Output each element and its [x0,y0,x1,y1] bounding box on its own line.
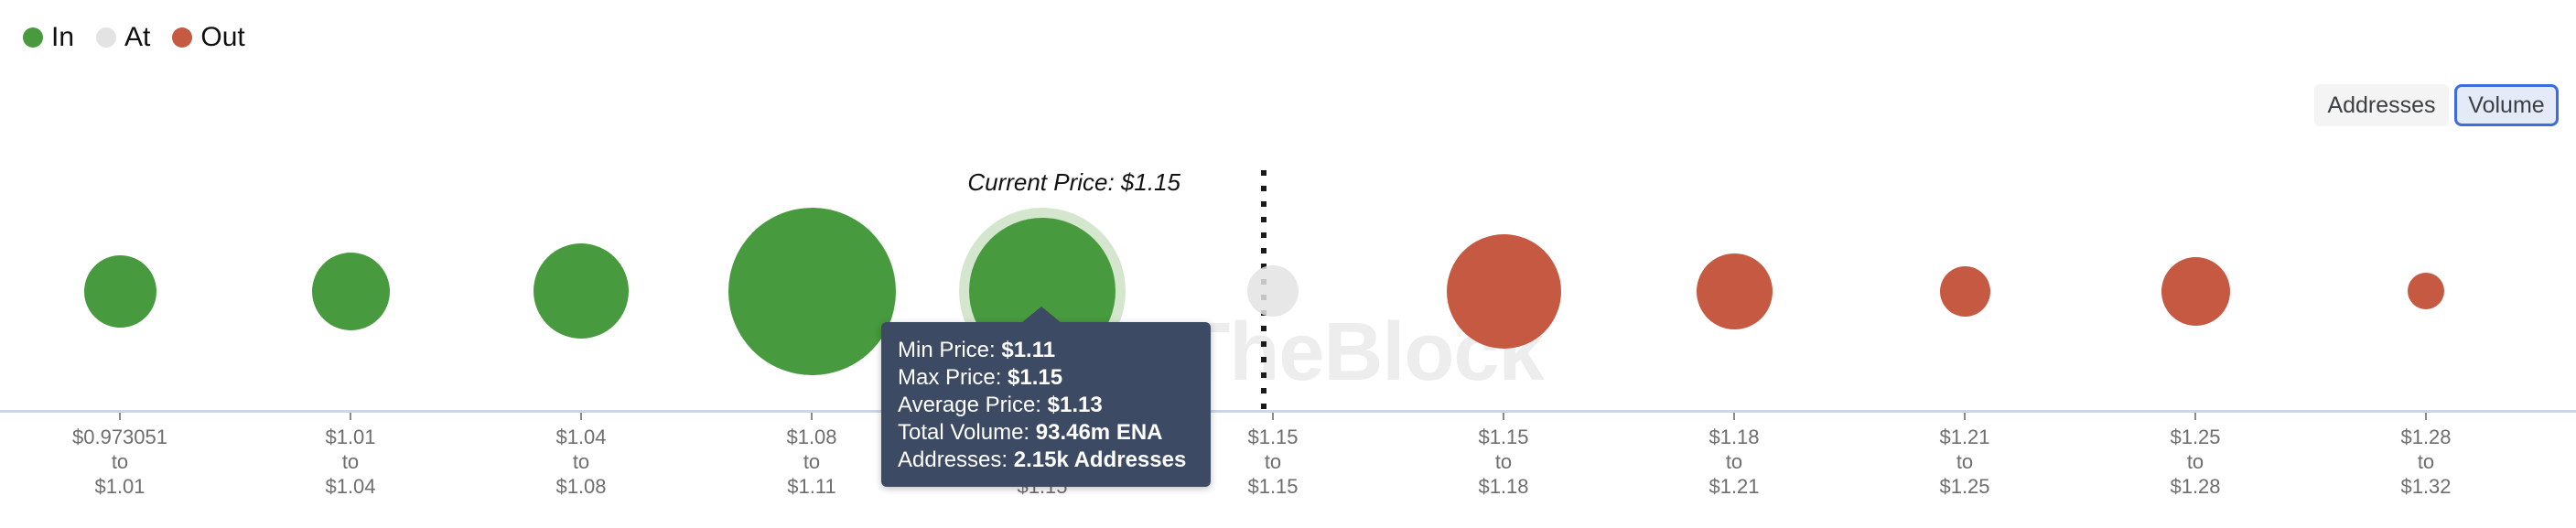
legend-item-at: At [96,22,150,53]
bubble-out[interactable] [1696,253,1773,329]
legend-in-label: In [51,22,75,52]
x-axis-label: $1.04 to $1.08 [555,426,607,498]
legend-out-dot-icon [172,27,193,48]
bubble-out[interactable] [2161,256,2230,326]
tooltip-max-price: Max Price: $1.15 [898,365,1063,390]
x-axis-label: $1.21 to $1.25 [1939,426,1990,498]
x-axis-label: $1.25 to $1.28 [2170,426,2221,498]
tooltip: Min Price: $1.11 Max Price: $1.15 Averag… [881,307,1211,487]
x-axis-line [0,410,2576,413]
bubble-at[interactable] [1247,265,1299,317]
x-axis-label: $1.15 to $1.18 [1478,426,1529,498]
x-axis-tick [350,413,351,420]
addresses-toggle-button[interactable]: Addresses [2314,84,2449,126]
tooltip-caret-icon [1021,307,1062,323]
x-axis-tick [811,413,813,420]
legend-item-in: In [23,22,74,53]
bubble-in[interactable] [728,207,896,375]
x-axis-tick [1733,413,1735,420]
x-axis-tick [119,413,121,420]
x-axis-label: $0.973051 to $1.01 [72,426,167,498]
x-axis-label: $1.01 to $1.04 [325,426,376,498]
bubble-in[interactable] [534,243,629,339]
x-axis-label: $1.15 to $1.15 [1247,426,1299,498]
x-axis-label: $1.28 to $1.32 [2400,426,2452,498]
tooltip-average-price: Average Price: $1.13 [898,393,1103,417]
legend-item-out: Out [172,22,245,53]
x-axis-tick [2194,413,2196,420]
x-axis-tick [1964,413,1966,420]
legend-out-label: Out [200,22,245,52]
tooltip-addresses: Addresses: 2.15k Addresses [898,447,1187,472]
bubble-out[interactable] [1446,233,1561,349]
x-axis-tick [1272,413,1274,420]
bubble-in[interactable] [311,252,390,330]
tooltip-total-volume: Total Volume: 93.46m ENA [898,420,1163,445]
legend: In At Out [23,22,245,53]
bubble-out[interactable] [2408,273,2444,309]
x-axis-tick [1503,413,1504,420]
x-axis-label: $1.18 to $1.21 [1708,426,1760,498]
legend-at-dot-icon [96,27,117,48]
x-axis-tick [580,413,582,420]
legend-at-label: At [124,22,151,52]
current-price-label: Current Price: $1.15 [967,168,1180,196]
tooltip-min-price: Min Price: $1.11 [898,338,1056,362]
bubble-out[interactable] [1939,265,1990,317]
bubble-in[interactable] [83,254,156,328]
x-axis-tick [2425,413,2427,420]
x-axis-label: $1.08 to $1.11 [786,426,837,498]
legend-in-dot-icon [23,27,43,48]
volume-toggle-button[interactable]: Volume [2454,84,2559,126]
